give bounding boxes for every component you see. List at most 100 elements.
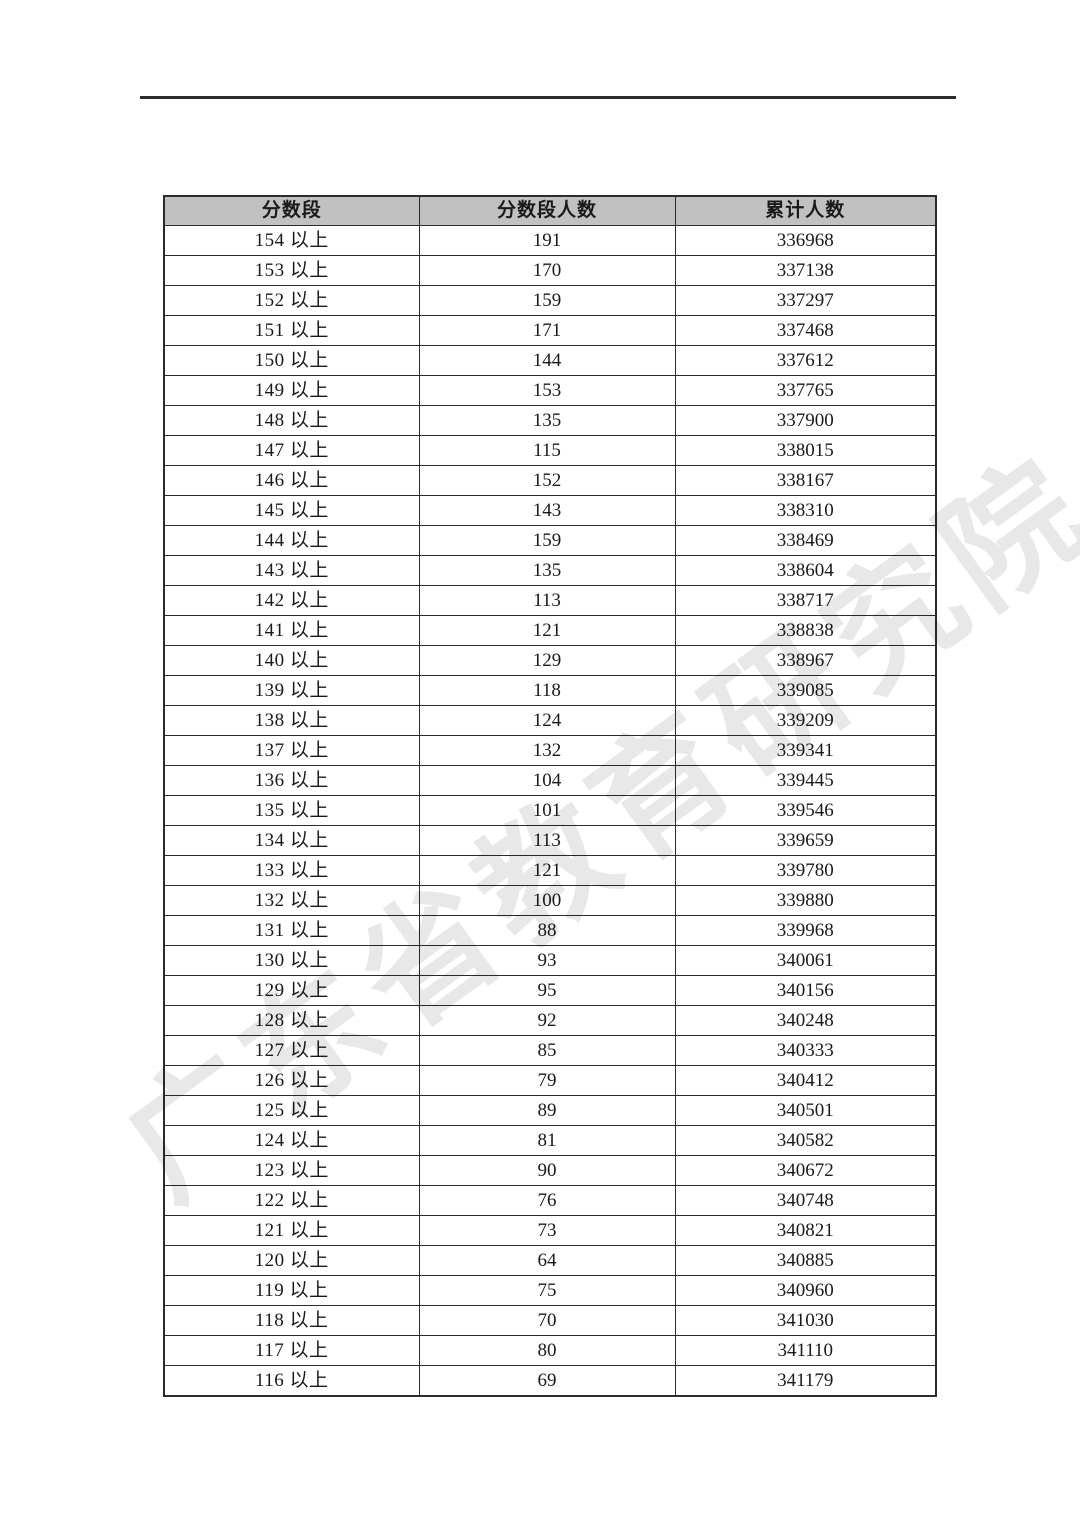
cell-cumulative-count: 339445: [674, 765, 937, 796]
cell-segment-count: 104: [418, 765, 676, 796]
cell-segment-count: 81: [418, 1125, 676, 1156]
cell-cumulative-count: 340821: [674, 1215, 937, 1246]
cell-cumulative-count: 337612: [674, 345, 937, 376]
table-row: 134 以上 113 339659: [163, 825, 937, 856]
cell-score-band: 127 以上: [163, 1035, 420, 1066]
cell-cumulative-count: 338310: [674, 495, 937, 526]
cell-score-band: 140 以上: [163, 645, 420, 676]
table-row: 153 以上 170 337138: [163, 255, 937, 286]
cell-score-band: 137 以上: [163, 735, 420, 766]
cell-score-band: 142 以上: [163, 585, 420, 616]
cell-segment-count: 129: [418, 645, 676, 676]
cell-cumulative-count: 339659: [674, 825, 937, 856]
table-header-row: 分数段 分数段人数 累计人数: [163, 195, 937, 226]
cell-cumulative-count: 339085: [674, 675, 937, 706]
cell-cumulative-count: 340061: [674, 945, 937, 976]
table-row: 150 以上 144 337612: [163, 345, 937, 376]
cell-segment-count: 159: [418, 525, 676, 556]
cell-cumulative-count: 341110: [674, 1335, 937, 1366]
table-row: 154 以上 191 336968: [163, 225, 937, 256]
cell-score-band: 116 以上: [163, 1365, 420, 1397]
cell-score-band: 141 以上: [163, 615, 420, 646]
cell-cumulative-count: 337297: [674, 285, 937, 316]
table-row: 133 以上 121 339780: [163, 855, 937, 886]
cell-cumulative-count: 338015: [674, 435, 937, 466]
cell-score-band: 134 以上: [163, 825, 420, 856]
table-row: 144 以上 159 338469: [163, 525, 937, 556]
cell-segment-count: 152: [418, 465, 676, 496]
table-row: 119 以上 75 340960: [163, 1275, 937, 1306]
cell-score-band: 130 以上: [163, 945, 420, 976]
table-row: 120 以上 64 340885: [163, 1245, 937, 1276]
cell-segment-count: 100: [418, 885, 676, 916]
table-row: 145 以上 143 338310: [163, 495, 937, 526]
cell-segment-count: 80: [418, 1335, 676, 1366]
cell-segment-count: 153: [418, 375, 676, 406]
cell-cumulative-count: 338717: [674, 585, 937, 616]
cell-segment-count: 121: [418, 855, 676, 886]
table-row: 137 以上 132 339341: [163, 735, 937, 766]
cell-cumulative-count: 340248: [674, 1005, 937, 1036]
cell-segment-count: 121: [418, 615, 676, 646]
cell-cumulative-count: 339209: [674, 705, 937, 736]
cell-cumulative-count: 339546: [674, 795, 937, 826]
cell-segment-count: 132: [418, 735, 676, 766]
cell-cumulative-count: 339780: [674, 855, 937, 886]
column-header-band: 分数段: [163, 195, 420, 226]
table-row: 126 以上 79 340412: [163, 1065, 937, 1096]
cell-segment-count: 70: [418, 1305, 676, 1336]
cell-score-band: 151 以上: [163, 315, 420, 346]
cell-segment-count: 113: [418, 585, 676, 616]
cell-score-band: 126 以上: [163, 1065, 420, 1096]
cell-segment-count: 135: [418, 555, 676, 586]
table-row: 121 以上 73 340821: [163, 1215, 937, 1246]
cell-score-band: 123 以上: [163, 1155, 420, 1186]
cell-cumulative-count: 338967: [674, 645, 937, 676]
score-segment-statistics-table: 分数段 分数段人数 累计人数 154 以上 191 336968 153 以上 170 3…: [163, 195, 937, 1397]
cell-cumulative-count: 340672: [674, 1155, 937, 1186]
table-row: 138 以上 124 339209: [163, 705, 937, 736]
table-row: 130 以上 93 340061: [163, 945, 937, 976]
table-row: 136 以上 104 339445: [163, 765, 937, 796]
cell-score-band: 129 以上: [163, 975, 420, 1006]
table-row: 135 以上 101 339546: [163, 795, 937, 826]
table-row: 146 以上 152 338167: [163, 465, 937, 496]
cell-segment-count: 76: [418, 1185, 676, 1216]
cell-score-band: 145 以上: [163, 495, 420, 526]
table-row: 127 以上 85 340333: [163, 1035, 937, 1066]
table-row: 116 以上 69 341179: [163, 1365, 937, 1397]
cell-cumulative-count: 339341: [674, 735, 937, 766]
cell-cumulative-count: 341179: [674, 1365, 937, 1397]
cell-score-band: 117 以上: [163, 1335, 420, 1366]
cell-cumulative-count: 340333: [674, 1035, 937, 1066]
table-row: 142 以上 113 338717: [163, 585, 937, 616]
table-row: 143 以上 135 338604: [163, 555, 937, 586]
cell-segment-count: 92: [418, 1005, 676, 1036]
cell-score-band: 139 以上: [163, 675, 420, 706]
cell-segment-count: 113: [418, 825, 676, 856]
cell-segment-count: 93: [418, 945, 676, 976]
cell-segment-count: 95: [418, 975, 676, 1006]
cell-segment-count: 69: [418, 1365, 676, 1397]
cell-segment-count: 170: [418, 255, 676, 286]
table-row: 125 以上 89 340501: [163, 1095, 937, 1126]
cell-segment-count: 171: [418, 315, 676, 346]
cell-cumulative-count: 337765: [674, 375, 937, 406]
table-header: 分数段 分数段人数 累计人数: [163, 195, 937, 226]
cell-score-band: 124 以上: [163, 1125, 420, 1156]
cell-cumulative-count: 337468: [674, 315, 937, 346]
cell-segment-count: 191: [418, 225, 676, 256]
table-row: 140 以上 129 338967: [163, 645, 937, 676]
table-row: 124 以上 81 340582: [163, 1125, 937, 1156]
table-row: 123 以上 90 340672: [163, 1155, 937, 1186]
cell-segment-count: 101: [418, 795, 676, 826]
cell-segment-count: 90: [418, 1155, 676, 1186]
cell-score-band: 120 以上: [163, 1245, 420, 1276]
cell-segment-count: 75: [418, 1275, 676, 1306]
table-row: 129 以上 95 340156: [163, 975, 937, 1006]
cell-segment-count: 144: [418, 345, 676, 376]
cell-score-band: 147 以上: [163, 435, 420, 466]
cell-score-band: 118 以上: [163, 1305, 420, 1336]
cell-cumulative-count: 340156: [674, 975, 937, 1006]
